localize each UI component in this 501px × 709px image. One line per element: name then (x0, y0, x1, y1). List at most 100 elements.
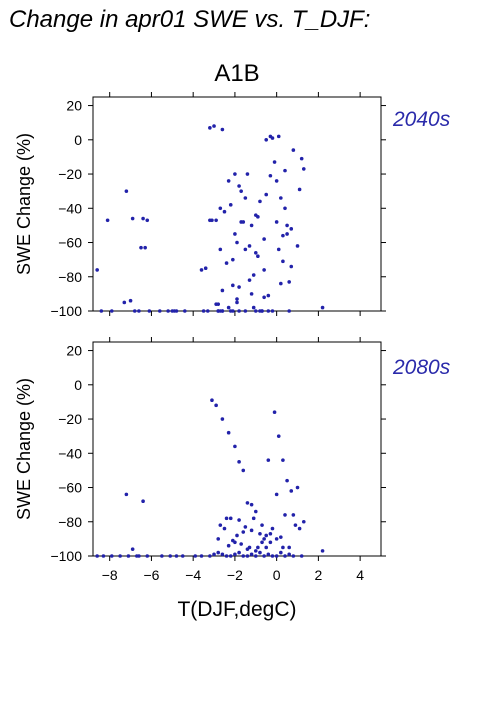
scatter-point (135, 554, 139, 558)
scatter-point (281, 233, 285, 238)
scatter-point (233, 444, 237, 449)
scatter-point (180, 554, 185, 558)
x-tick-label: −4 (185, 567, 201, 583)
plot-frame (92, 96, 382, 312)
scatter-point (272, 410, 277, 414)
plot-frame (92, 341, 382, 557)
scatter-point (241, 530, 246, 534)
scatter-point (237, 285, 241, 289)
scatter-point (281, 458, 285, 462)
scatter-point (160, 554, 164, 558)
scatter-point (270, 554, 275, 558)
scatter-point (243, 309, 248, 313)
x-tick-label: 0 (273, 567, 281, 583)
scatter-point (239, 189, 243, 193)
scatter-point (264, 192, 269, 197)
scatter-point (205, 309, 210, 313)
scatter-point (266, 552, 271, 557)
scatter-point (228, 516, 233, 521)
scatter-point (228, 554, 233, 558)
scatter-point (239, 542, 243, 546)
page-title: Change in apr01 SWE vs. T_DJF: (9, 6, 371, 33)
scatter-point (201, 309, 206, 313)
scatter-point (231, 257, 235, 262)
scatter-point (283, 206, 287, 211)
scatter-point (253, 554, 258, 558)
scatter-point (251, 273, 256, 277)
scatter-point (289, 489, 294, 493)
scatter-point (226, 543, 231, 548)
scatter-point (214, 403, 218, 408)
scatter-point (320, 549, 325, 553)
scatter-point (270, 309, 275, 313)
scatter-point (297, 187, 302, 192)
scatter-point (174, 309, 179, 313)
scatter-point (249, 223, 254, 228)
scatter-point (256, 545, 260, 550)
scatter-point (295, 244, 300, 248)
y-tick-label: −60 (58, 235, 82, 251)
scatter-point (214, 218, 218, 223)
scatter-point (283, 168, 287, 173)
scatter-point (274, 554, 279, 558)
scatter-point (233, 540, 237, 545)
scatter-point (276, 434, 281, 438)
scatter-point (266, 309, 271, 313)
scatter-point (262, 554, 266, 558)
scatter-point (272, 160, 277, 164)
scatter-point (256, 215, 260, 219)
scatter-point (143, 245, 147, 250)
scatter-point (166, 309, 170, 313)
scatter-point (220, 127, 225, 132)
y-tick-label: −80 (58, 514, 82, 530)
scatter-point (293, 523, 298, 527)
scatter-point (291, 148, 296, 152)
scatter-point (260, 309, 264, 313)
scatter-point (212, 552, 216, 557)
scatter-point (233, 552, 237, 557)
scatter-point (157, 309, 162, 313)
scatter-point (256, 254, 260, 259)
scatter-point (268, 173, 273, 178)
scatter-point (145, 554, 150, 558)
scatter-point (99, 309, 104, 313)
scatter-point (258, 199, 262, 204)
scatter-point (268, 531, 273, 536)
scatter-point (279, 550, 283, 555)
scatter-point (212, 124, 216, 128)
scatter-point (139, 245, 143, 250)
y-tick-label: −40 (58, 200, 82, 216)
scatter-point (141, 499, 145, 504)
scatter-point (291, 554, 296, 558)
scatter-point (237, 518, 241, 522)
scatter-point (130, 547, 135, 551)
scatter-point (203, 266, 208, 271)
scatter-point (224, 516, 229, 521)
scatter-point (301, 519, 306, 524)
scatter-point (233, 172, 237, 176)
scatter-point (249, 528, 254, 533)
scatter-point (226, 179, 231, 183)
scatter-point (262, 237, 266, 241)
scatter-point (262, 537, 266, 541)
scatter-point (105, 218, 110, 223)
scatter-point (299, 554, 304, 558)
scatter-point (243, 525, 248, 529)
scatter-point (262, 295, 266, 300)
x-tick-label: 4 (356, 567, 364, 583)
scatter-point (126, 554, 131, 558)
scatter-point (283, 513, 287, 517)
scatter-point (279, 535, 283, 539)
scatter-point (241, 220, 246, 224)
scatter-point (268, 540, 273, 545)
scatter-point (199, 268, 204, 272)
scatter-point (281, 545, 285, 550)
scatter-point (247, 278, 252, 282)
scatter-point (214, 302, 218, 306)
scatter-point (222, 526, 227, 531)
scatter-point (251, 516, 256, 521)
scatter-point (210, 398, 214, 403)
y-tick-label: −20 (58, 166, 82, 182)
scatter-point (218, 206, 223, 211)
